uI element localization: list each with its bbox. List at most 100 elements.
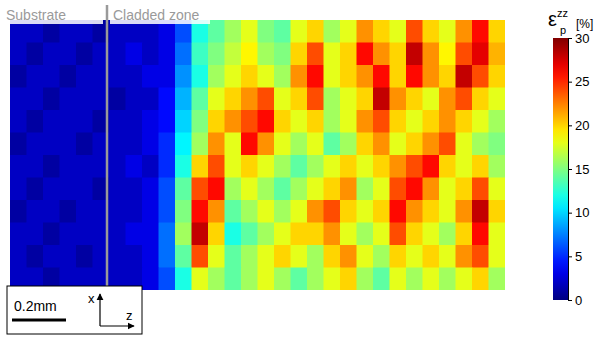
heatmap-cell <box>208 245 225 268</box>
heatmap-cell <box>109 223 126 246</box>
heatmap-cell <box>291 110 308 133</box>
heatmap-cell <box>406 43 423 66</box>
heatmap-cell <box>142 155 159 178</box>
heatmap-cell <box>439 65 456 88</box>
heatmap-cell <box>472 268 489 291</box>
heatmap-cell <box>43 110 60 133</box>
boundary-line <box>106 5 109 290</box>
heatmap-cell <box>423 178 440 201</box>
heatmap-cell <box>324 43 341 66</box>
heatmap-cell <box>307 133 324 156</box>
heatmap-cell <box>340 178 357 201</box>
heatmap-cell <box>126 88 143 111</box>
heatmap-cell <box>291 200 308 223</box>
heatmap-cell <box>439 200 456 223</box>
heatmap-cell <box>456 245 473 268</box>
heatmap-cell <box>60 133 77 156</box>
heatmap-cell <box>373 223 390 246</box>
tick-mark <box>568 169 572 170</box>
heatmap-cell <box>159 155 176 178</box>
heatmap-cell <box>390 65 407 88</box>
heatmap-cell <box>373 65 390 88</box>
heatmap-cell <box>340 133 357 156</box>
heatmap-cell <box>76 65 93 88</box>
tick-mark <box>568 300 572 301</box>
heatmap-cell <box>10 43 27 66</box>
heatmap-cell <box>142 88 159 111</box>
heatmap-cell <box>489 88 506 111</box>
heatmap-cell <box>324 178 341 201</box>
heatmap-cell <box>208 20 225 43</box>
heatmap-cell <box>406 20 423 43</box>
heatmap-cell <box>489 65 506 88</box>
heatmap-cell <box>373 20 390 43</box>
heatmap-cell <box>390 155 407 178</box>
heatmap-cell <box>109 200 126 223</box>
heatmap-cell <box>43 223 60 246</box>
heatmap-cell <box>390 268 407 291</box>
heatmap-cell <box>439 110 456 133</box>
heatmap-cell <box>258 155 275 178</box>
heatmap-cell <box>241 133 258 156</box>
heatmap-cell <box>225 43 242 66</box>
heatmap-cell <box>307 110 324 133</box>
heatmap-cell <box>192 245 209 268</box>
tick-label: 0 <box>575 293 582 308</box>
heatmap-cell <box>258 245 275 268</box>
heatmap-cell <box>60 110 77 133</box>
heatmap-cell <box>307 20 324 43</box>
scale-bar-label: 0.2mm <box>14 298 57 314</box>
heatmap-cell <box>439 20 456 43</box>
heatmap-cell <box>406 268 423 291</box>
heatmap-cell <box>472 88 489 111</box>
heatmap-cell <box>456 200 473 223</box>
heatmap-cell <box>340 43 357 66</box>
heatmap-cell <box>340 20 357 43</box>
heatmap-cell <box>126 133 143 156</box>
heatmap-cell <box>208 178 225 201</box>
heatmap-cell <box>241 178 258 201</box>
heatmap-cell <box>27 178 44 201</box>
heatmap-cell <box>406 245 423 268</box>
heatmap-cell <box>159 110 176 133</box>
heatmap-cell <box>423 65 440 88</box>
heatmap-cell <box>10 200 27 223</box>
heatmap-cell <box>456 43 473 66</box>
heatmap-cell <box>390 223 407 246</box>
heatmap-cell <box>423 155 440 178</box>
heatmap-cell <box>324 133 341 156</box>
heatmap-cell <box>390 20 407 43</box>
heatmap-cell <box>27 155 44 178</box>
heatmap-cell <box>439 245 456 268</box>
heatmap-cell <box>340 223 357 246</box>
heatmap-cell <box>274 245 291 268</box>
heatmap-cell <box>225 268 242 291</box>
title-part: zz <box>557 7 568 19</box>
heatmap-cell <box>307 65 324 88</box>
heatmap-cell <box>324 155 341 178</box>
heatmap-cell <box>241 65 258 88</box>
heatmap-cell <box>175 223 192 246</box>
heatmap-cell <box>10 155 27 178</box>
heatmap-cell <box>406 133 423 156</box>
heatmap-cell <box>373 43 390 66</box>
heatmap-cell <box>43 88 60 111</box>
heatmap-cell <box>175 133 192 156</box>
heatmap-cell <box>489 245 506 268</box>
heatmap-cell <box>406 223 423 246</box>
heatmap-cell <box>43 200 60 223</box>
heatmap-cell <box>241 110 258 133</box>
heatmap-cell <box>291 155 308 178</box>
heatmap-cell <box>423 223 440 246</box>
heatmap-cell <box>390 43 407 66</box>
heatmap-cell <box>76 133 93 156</box>
heatmap-cell <box>472 20 489 43</box>
heatmap-cell <box>406 110 423 133</box>
heatmap-cell <box>423 200 440 223</box>
heatmap-cell <box>307 223 324 246</box>
heatmap-cell <box>456 223 473 246</box>
heatmap-cell <box>258 43 275 66</box>
heatmap-cell <box>274 268 291 291</box>
heatmap-cell <box>142 245 159 268</box>
heatmap-cell <box>357 20 374 43</box>
